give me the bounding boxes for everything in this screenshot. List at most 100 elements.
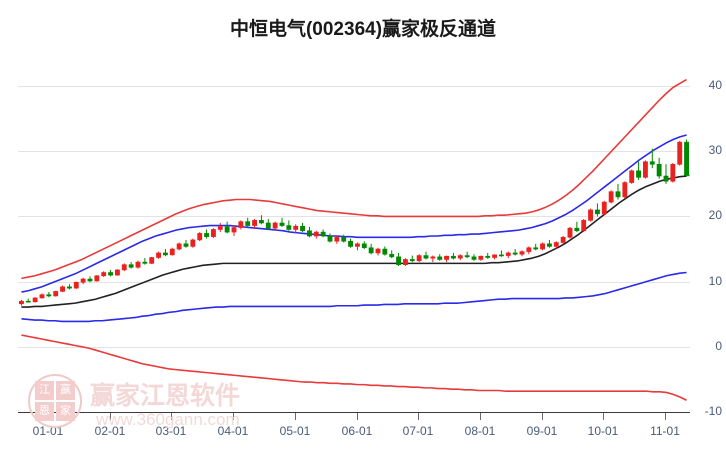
candlestick (560, 236, 566, 244)
candlestick (588, 208, 593, 222)
candlestick (348, 238, 353, 248)
candlestick (94, 275, 100, 282)
candlestick (238, 220, 244, 230)
candlestick (499, 250, 504, 257)
x-axis-line (18, 412, 690, 413)
candlestick (19, 299, 24, 306)
candlestick (526, 246, 532, 255)
candlestick (471, 254, 477, 261)
candlestick (677, 140, 683, 166)
x-axis-tick-label: 07-01 (402, 424, 434, 438)
candlestick (217, 222, 223, 233)
candlestick (629, 169, 635, 184)
candlestick (163, 249, 168, 257)
candlestick (533, 243, 539, 251)
candlestick (46, 292, 52, 298)
y-axis-tick-label: 10 (708, 274, 722, 288)
candlestick (73, 281, 79, 289)
candlestick (293, 224, 299, 234)
y-axis-tick-label: 40 (708, 78, 722, 92)
candlestick (643, 160, 648, 179)
candlestick (190, 238, 196, 248)
x-axis-tick (542, 413, 543, 420)
candlestick (485, 252, 491, 259)
x-axis-tick-label: 04-01 (217, 424, 249, 438)
x-axis-tick (665, 413, 666, 420)
candlestick (547, 239, 552, 248)
candlestick (601, 200, 607, 216)
x-axis-tick (233, 413, 234, 420)
candlestick (300, 222, 305, 233)
candlestick (389, 250, 395, 259)
candlestick (279, 217, 285, 227)
candlestick (581, 219, 587, 233)
candlestick (149, 256, 155, 265)
candlestick (231, 225, 237, 236)
candlestick (128, 262, 134, 269)
candlestick (684, 139, 689, 177)
candlestick (663, 164, 669, 184)
gridline (18, 86, 690, 87)
x-axis-tick-label: 08-01 (464, 424, 496, 438)
candlestick (416, 254, 422, 263)
candlestick (341, 234, 347, 243)
candlestick (519, 250, 525, 257)
page-title: 中恒电气(002364)赢家极反通道 (229, 19, 497, 40)
x-axis-tick (110, 413, 111, 420)
candlestick (334, 236, 340, 244)
candlestick (553, 241, 559, 250)
candlestick (176, 242, 182, 251)
candlestick (252, 219, 257, 229)
candlestick (169, 247, 175, 256)
candlestick (320, 229, 326, 238)
candlestick (211, 228, 216, 238)
candlestick (327, 233, 333, 243)
candlestick (60, 285, 65, 293)
candlestick (80, 277, 86, 285)
x-axis-tick-label: 10-01 (587, 424, 619, 438)
candlestick (142, 258, 148, 265)
candlestick (135, 260, 141, 269)
candlestick (403, 258, 408, 266)
candlestick (375, 247, 381, 256)
candlestick (622, 181, 628, 199)
x-axis-tick-label: 09-01 (526, 424, 558, 438)
series-inner_lower_band (21, 271, 687, 323)
candlestick (567, 226, 573, 239)
candlestick (437, 254, 443, 261)
x-axis-tick-label: 03-01 (155, 424, 187, 438)
x-axis-tick-label: 02-01 (94, 424, 126, 438)
x-axis-tick (603, 413, 604, 420)
candlestick (259, 215, 264, 225)
x-axis-tick-label: 11-01 (650, 424, 680, 438)
series-mean_line (21, 175, 687, 308)
x-axis-tick (171, 413, 172, 420)
gridline (18, 216, 690, 217)
candlestick (355, 242, 360, 251)
candlestick (39, 293, 45, 299)
gridline (18, 151, 690, 152)
candlestick (595, 203, 600, 217)
candlestick (451, 252, 456, 260)
gridline (18, 347, 690, 348)
candlestick (615, 183, 621, 200)
series-lower_band (21, 334, 687, 401)
candlestick (197, 232, 203, 242)
candlestick (115, 269, 120, 276)
candlestick (492, 254, 497, 260)
candlestick (183, 239, 189, 248)
candlestick (67, 284, 72, 290)
x-axis-tick (357, 413, 358, 420)
candlestick (430, 255, 436, 263)
candlestick (649, 148, 655, 169)
candlestick (224, 221, 230, 234)
candlestick (464, 251, 470, 259)
candlestick (265, 219, 271, 230)
candlestick (505, 251, 511, 259)
candlestick (636, 161, 641, 180)
gridline (18, 282, 690, 283)
candlestick (457, 254, 463, 261)
series-upper_band (21, 78, 687, 280)
